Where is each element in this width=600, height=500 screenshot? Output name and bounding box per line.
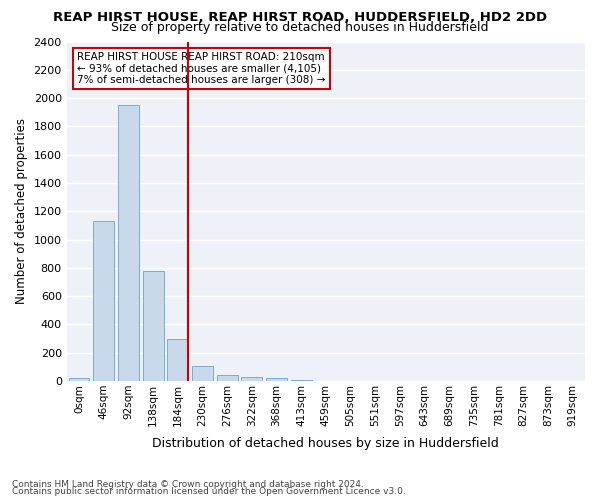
Text: Contains public sector information licensed under the Open Government Licence v3: Contains public sector information licen… [12, 487, 406, 496]
Bar [118, 105, 139, 381]
Bar [167, 338, 188, 381]
Text: REAP HIRST HOUSE, REAP HIRST ROAD, HUDDERSFIELD, HD2 2DD: REAP HIRST HOUSE, REAP HIRST ROAD, HUDDE… [53, 11, 547, 24]
Bar [290, 380, 311, 381]
Text: REAP HIRST HOUSE REAP HIRST ROAD: 210sqm
← 93% of detached houses are smaller (4: REAP HIRST HOUSE REAP HIRST ROAD: 210sqm… [77, 52, 325, 85]
Text: Contains HM Land Registry data © Crown copyright and database right 2024.: Contains HM Land Registry data © Crown c… [12, 480, 364, 489]
Text: Size of property relative to detached houses in Huddersfield: Size of property relative to detached ho… [111, 22, 489, 35]
X-axis label: Distribution of detached houses by size in Huddersfield: Distribution of detached houses by size … [152, 437, 499, 450]
Bar [217, 376, 238, 381]
Bar [192, 366, 213, 381]
Bar [266, 378, 287, 381]
Bar [241, 378, 262, 381]
Bar [68, 378, 89, 381]
Bar [143, 270, 164, 381]
Y-axis label: Number of detached properties: Number of detached properties [15, 118, 28, 304]
Bar [93, 221, 114, 381]
